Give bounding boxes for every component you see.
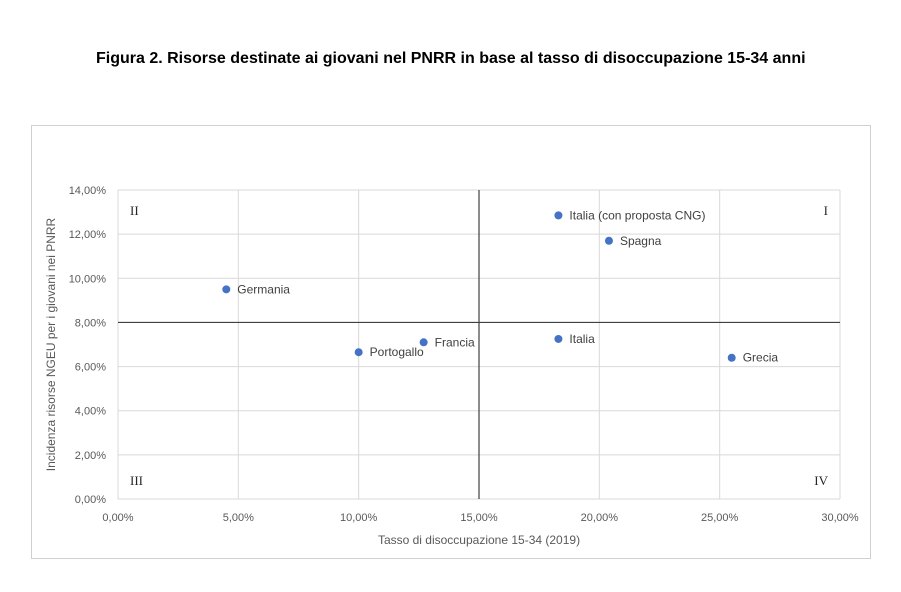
y-tick-label: 12,00% — [69, 229, 107, 241]
y-tick-label: 4,00% — [75, 406, 106, 418]
data-point — [727, 353, 736, 362]
x-tick-label: 10,00% — [340, 512, 378, 524]
data-point-label: Spagna — [620, 234, 662, 248]
x-tick-label: 15,00% — [460, 512, 498, 524]
x-tick-label: 25,00% — [701, 512, 739, 524]
data-point-label: Italia (con proposta CNG) — [569, 208, 705, 222]
x-tick-label: 20,00% — [581, 512, 619, 524]
x-tick-label: 30,00% — [821, 512, 859, 524]
data-point-label: Grecia — [743, 351, 779, 365]
quadrant-label-iv: IV — [814, 473, 828, 488]
chart-frame — [31, 125, 871, 559]
y-tick-label: 8,00% — [75, 317, 106, 329]
data-point-label: Portogallo — [370, 345, 424, 359]
data-point-label: Germania — [237, 282, 290, 296]
data-point — [554, 211, 563, 220]
data-point — [222, 285, 231, 294]
data-point-label: Francia — [435, 335, 475, 349]
data-point — [604, 236, 613, 245]
x-axis-title: Tasso di disoccupazione 15-34 (2019) — [378, 533, 580, 547]
quadrant-label-iii: III — [130, 473, 143, 488]
y-tick-label: 0,00% — [75, 494, 106, 506]
y-tick-label: 2,00% — [75, 450, 106, 462]
y-tick-label: 6,00% — [75, 362, 106, 374]
data-point-label: Italia — [569, 332, 595, 346]
figure-title: Figura 2. Risorse destinate ai giovani n… — [96, 50, 806, 67]
y-tick-label: 14,00% — [69, 185, 107, 197]
data-point — [554, 334, 563, 343]
y-tick-label: 10,00% — [69, 273, 107, 285]
x-tick-label: 5,00% — [223, 512, 254, 524]
quadrant-label-ii: II — [130, 203, 139, 218]
x-tick-label: 0,00% — [102, 512, 133, 524]
quadrant-label-i: I — [824, 203, 828, 218]
data-point — [354, 348, 363, 357]
data-point — [419, 338, 428, 347]
y-axis-title: Incidenza risorse NGEU per i giovani nei… — [44, 217, 58, 471]
